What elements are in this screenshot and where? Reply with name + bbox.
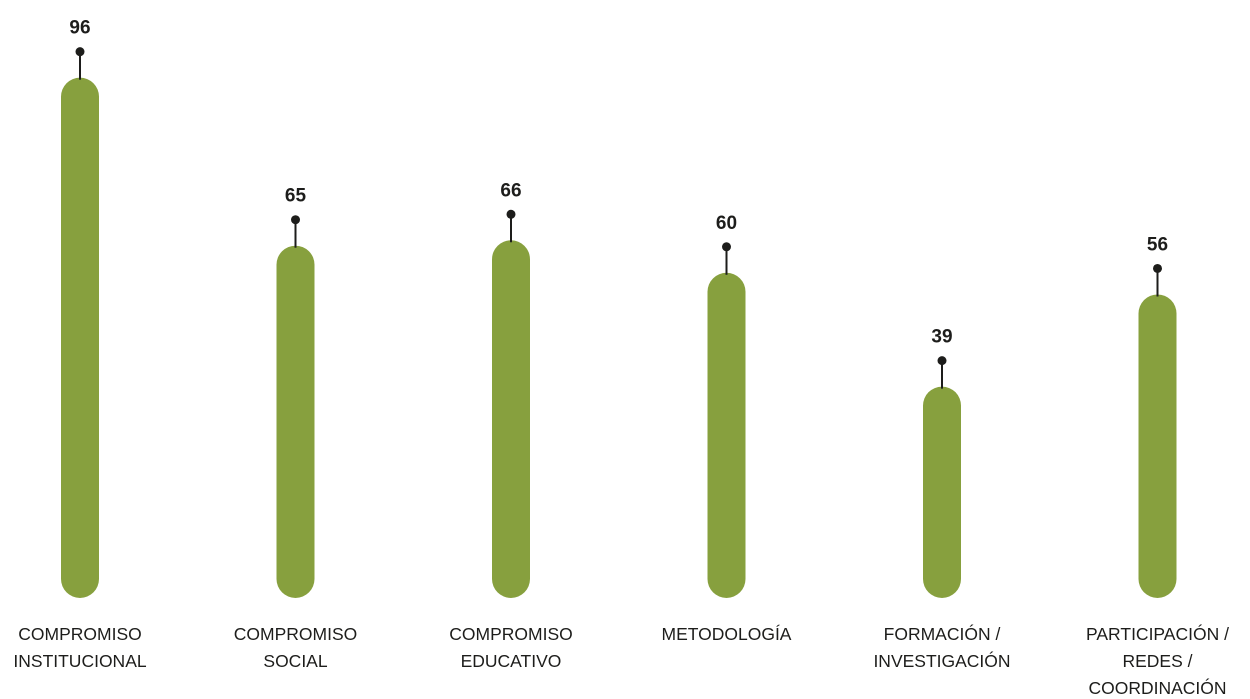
category-label-line: FORMACIÓN / xyxy=(884,623,1001,644)
category-label-line: COORDINACIÓN xyxy=(1088,677,1226,698)
data-label-1: 65 xyxy=(285,186,307,207)
category-label-line: INVESTIGACIÓN xyxy=(873,650,1010,671)
category-label-line: PARTICIPACIÓN / xyxy=(1086,623,1229,644)
value-marker-dot-0 xyxy=(75,47,85,57)
bar-1 xyxy=(276,245,315,598)
data-label-3: 60 xyxy=(716,213,737,234)
category-label-line: SOCIAL xyxy=(263,651,327,671)
category-label-2: COMPROMISO EDUCATIVO xyxy=(449,624,572,671)
bar-0 xyxy=(61,77,99,599)
category-label-line: COMPROMISO xyxy=(449,624,572,644)
bar-5 xyxy=(1138,294,1177,598)
category-label-line: COMPROMISO xyxy=(18,624,141,644)
value-marker-dot-3 xyxy=(722,242,731,252)
value-marker-dot-2 xyxy=(506,209,516,219)
bar-3 xyxy=(707,272,746,598)
bar-4 xyxy=(923,386,961,598)
data-label-0: 96 xyxy=(69,18,90,39)
data-label-5: 56 xyxy=(1147,234,1168,255)
category-label-3: METODOLOGÍA xyxy=(662,624,792,644)
category-label-line: EDUCATIVO xyxy=(461,651,562,671)
value-marker-dot-5 xyxy=(1153,263,1162,273)
bar-2 xyxy=(492,240,530,598)
category-label-line: REDES / xyxy=(1122,651,1192,671)
category-label-4: FORMACIÓN / INVESTIGACIÓN xyxy=(873,623,1010,671)
value-marker-dot-1 xyxy=(291,215,300,225)
data-label-2: 66 xyxy=(500,180,521,201)
value-marker-dot-4 xyxy=(937,356,947,366)
category-label-5: PARTICIPACIÓN / REDES / COORDINACIÓN xyxy=(1086,623,1229,698)
category-label-0: COMPROMISO INSTITUCIONAL xyxy=(13,624,146,671)
category-label-1: COMPROMISO SOCIAL xyxy=(234,624,357,671)
category-label-line: COMPROMISO xyxy=(234,624,357,644)
data-label-4: 39 xyxy=(931,327,952,348)
category-label-line: METODOLOGÍA xyxy=(662,624,792,644)
category-label-line: INSTITUCIONAL xyxy=(13,651,146,671)
